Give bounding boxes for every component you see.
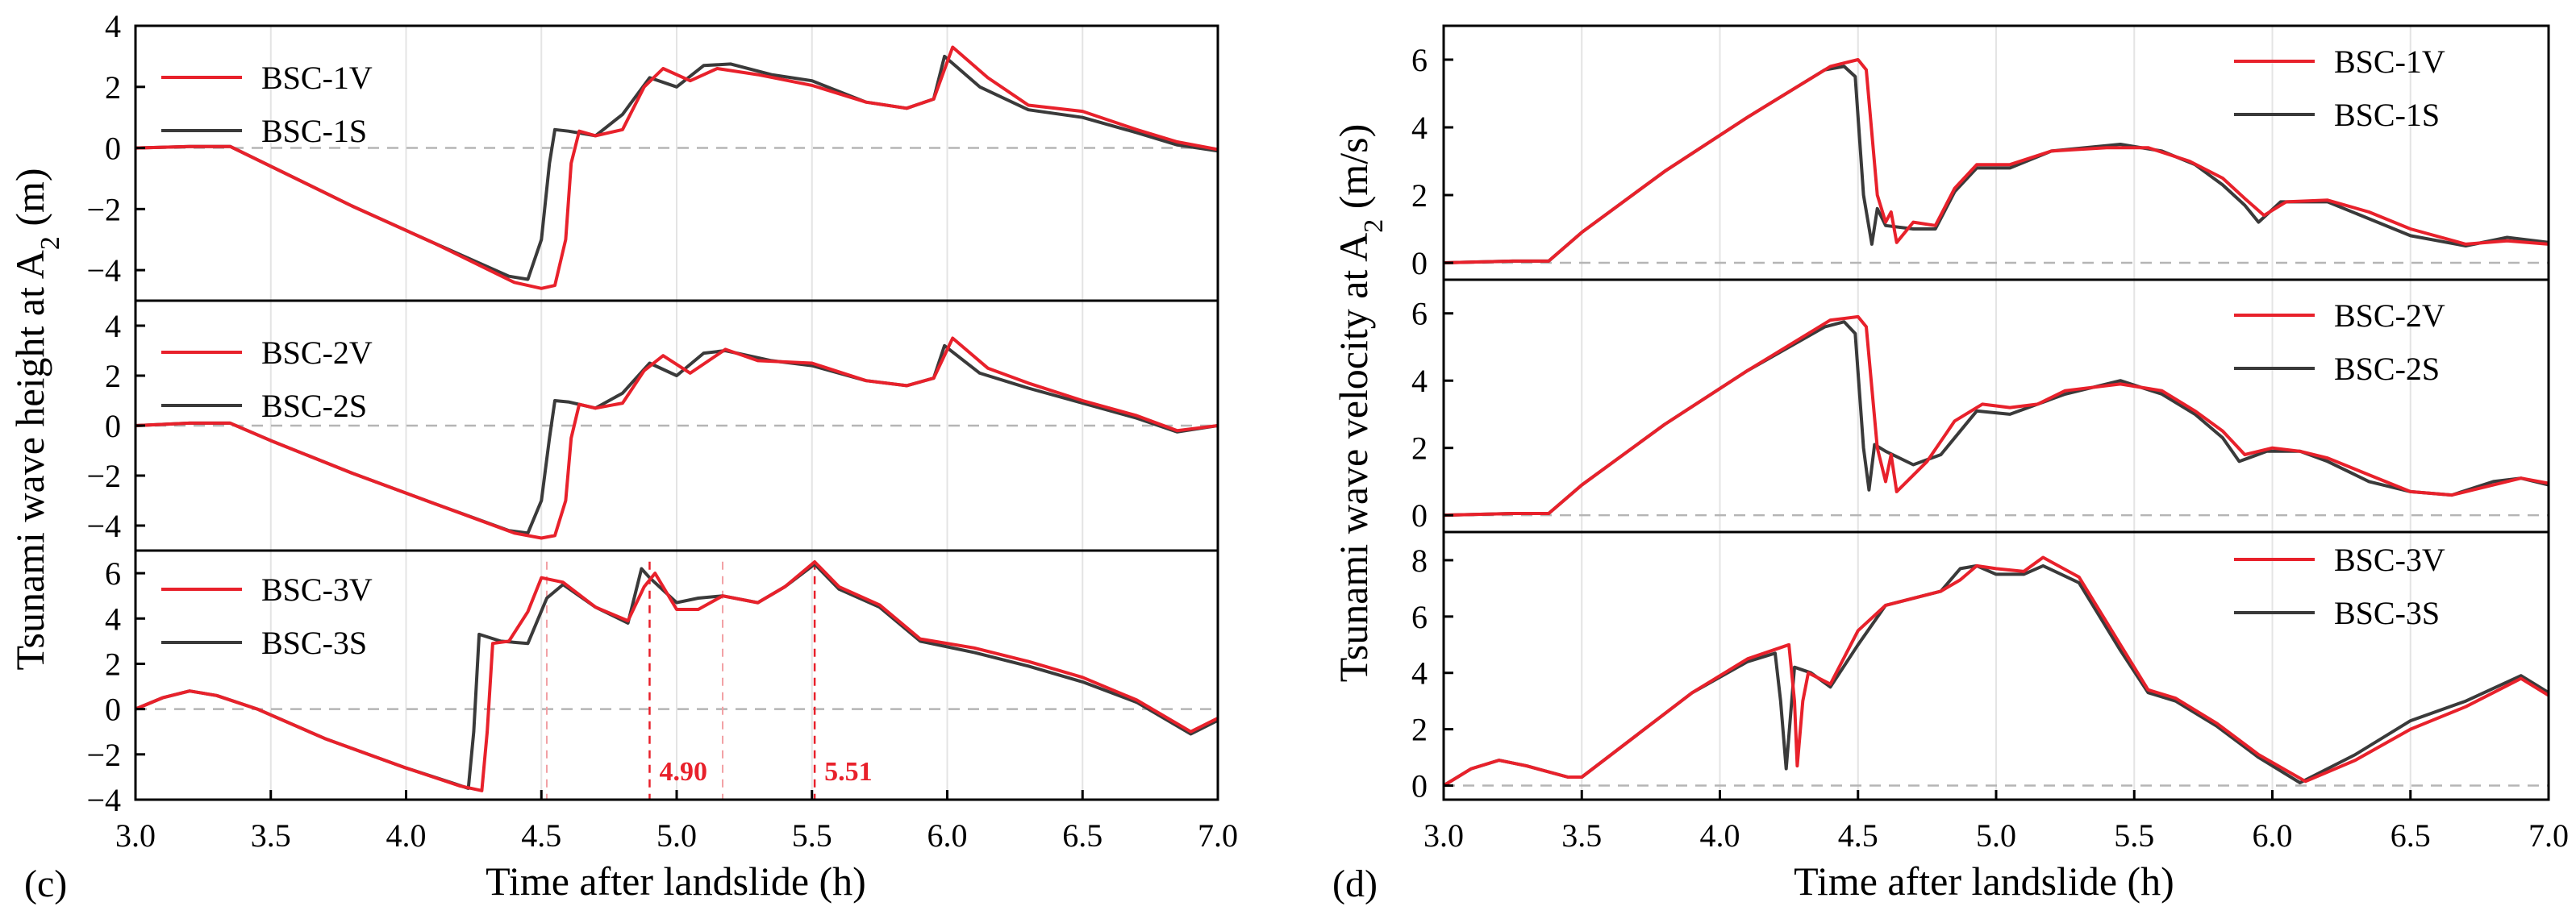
panel-d-xtick-label: 7.0 bbox=[2528, 817, 2569, 854]
panel-d-ylabel-sub: 2 bbox=[1359, 219, 1389, 233]
panel-c-xtick-label: 7.0 bbox=[1198, 817, 1238, 854]
panel-c-ytick-label: −2 bbox=[86, 458, 121, 494]
panel-d: 0 2 4 6 BSC-1V BSC-1S 0 2 4 6 BSC-2V BSC-2S 0 2 4 6 8 BSC… bbox=[1331, 24, 2569, 905]
panel-c-ytick-label: 4 bbox=[105, 8, 121, 44]
panel-d-ytick-label: 4 bbox=[1411, 655, 1428, 692]
panel-d-ytick-label: 2 bbox=[1411, 177, 1428, 214]
panel-d-xtick-label: 5.0 bbox=[1976, 817, 2016, 854]
panel-d-xtick-label: 4.0 bbox=[1700, 817, 1740, 854]
panel-c-xlabel: Time after landslide (h) bbox=[486, 859, 866, 904]
panel-c-legend-label-bsc-3s: BSC-3S bbox=[261, 625, 367, 661]
panel-c-subplot-2: −4 −2 0 2 4 BSC-2V BSC-2S bbox=[86, 299, 1219, 552]
panel-c-label: (c) bbox=[24, 863, 67, 905]
panel-d-ytick-label: 8 bbox=[1411, 543, 1428, 579]
panel-d-legend-label-bsc-3s: BSC-3S bbox=[2334, 595, 2440, 631]
panel-c-legend-label-bsc-2s: BSC-2S bbox=[261, 388, 367, 424]
panel-d-ytick-label: 4 bbox=[1411, 363, 1428, 399]
panel-c-series-bsc-1v bbox=[135, 45, 1218, 290]
panel-d-ytick-label: 0 bbox=[1411, 768, 1428, 805]
panel-c-xtick-label: 6.0 bbox=[927, 817, 968, 854]
panel-d-xtick-label: 6.0 bbox=[2253, 817, 2293, 854]
panel-c-ytick-label: 4 bbox=[105, 308, 121, 344]
panel-c-ylabel-unit: (m) bbox=[7, 168, 52, 236]
panel-c-ylabel-sub: 2 bbox=[35, 236, 65, 250]
panel-c-ylabel-main: Tsunami wave height at A bbox=[7, 250, 52, 670]
panel-d-legend-label-bsc-1v: BSC-1V bbox=[2334, 44, 2445, 80]
panel-c-legend-label-bsc-2v: BSC-2V bbox=[261, 335, 373, 371]
panel-c-marker-label-4: 5.51 bbox=[824, 757, 873, 787]
panel-d-label: (d) bbox=[1332, 863, 1378, 905]
panel-d-ytick-label: 6 bbox=[1411, 42, 1428, 78]
panel-d-subplot-1: 0 2 4 6 BSC-1V BSC-1S bbox=[1411, 24, 2550, 281]
panel-d-subplot-2: 0 2 4 6 BSC-2V BSC-2S bbox=[1411, 278, 2550, 534]
panel-d-subplot-3: 0 2 4 6 8 BSC-3V BSC-3S bbox=[1411, 530, 2550, 805]
panel-c-ytick-label: 4 bbox=[105, 601, 121, 637]
panel-c-series-bsc-3v bbox=[135, 560, 1218, 792]
panel-d-ytick-label: 6 bbox=[1411, 599, 1428, 635]
panel-c-legend-label-bsc-3v: BSC-3V bbox=[261, 572, 373, 608]
panel-d-xtick-label: 3.5 bbox=[1561, 817, 1602, 854]
panel-c-subplot-1: −4 −2 0 2 4 BSC-1V BSC-1S bbox=[86, 8, 1219, 302]
panel-c-xtick-label: 4.0 bbox=[386, 817, 427, 854]
panel-d-legend-label-bsc-2v: BSC-2V bbox=[2334, 297, 2445, 334]
panel-d-ytick-label: 2 bbox=[1411, 712, 1428, 748]
panel-c-xtick-label: 3.5 bbox=[251, 817, 291, 854]
panel-d-ylabel-main: Tsunami wave velocity at A bbox=[1331, 233, 1376, 682]
panel-c-ytick-label: 2 bbox=[105, 69, 121, 106]
panel-d-legend-label-bsc-3v: BSC-3V bbox=[2334, 542, 2445, 578]
panel-c: −4 −2 0 2 4 BSC-1V BSC-1S −4 −2 0 2 4 BSC-2V BSC-2S 4.… bbox=[7, 8, 1238, 905]
panel-d-xtick-label: 5.5 bbox=[2114, 817, 2154, 854]
panel-d-ylabel: Tsunami wave velocity at A2 (m/s) bbox=[1331, 124, 1389, 683]
panel-c-legend-label-bsc-1v: BSC-1V bbox=[261, 60, 373, 96]
panel-d-ytick-label: 2 bbox=[1411, 430, 1428, 467]
panel-d-ytick-label: 0 bbox=[1411, 245, 1428, 281]
panel-d-xtick-label: 3.0 bbox=[1423, 817, 1464, 854]
panel-c-xtick-label: 5.0 bbox=[657, 817, 697, 854]
panel-d-xtick-label: 4.5 bbox=[1838, 817, 1878, 854]
panel-d-ytick-label: 6 bbox=[1411, 296, 1428, 332]
panel-c-ytick-label: −2 bbox=[86, 191, 121, 227]
panel-c-ytick-label: 0 bbox=[105, 408, 121, 444]
panel-d-series-bsc-3v bbox=[1444, 555, 2549, 788]
panel-c-ytick-label: 6 bbox=[105, 555, 121, 592]
panel-c-ytick-label: 2 bbox=[105, 646, 121, 682]
panel-c-legend-label-bsc-1s: BSC-1S bbox=[261, 113, 367, 149]
panel-c-series-bsc-2v bbox=[135, 336, 1218, 540]
panel-c-ytick-label: −2 bbox=[86, 737, 121, 773]
panel-c-ytick-label: 0 bbox=[105, 692, 121, 728]
panel-d-legend-label-bsc-1s: BSC-1S bbox=[2334, 97, 2440, 133]
panel-c-ytick-label: 0 bbox=[105, 131, 121, 167]
panel-d-xtick-label: 6.5 bbox=[2391, 817, 2431, 854]
panel-c-xtick-label: 6.5 bbox=[1062, 817, 1103, 854]
panel-c-ytick-label: −4 bbox=[86, 508, 121, 544]
panel-c-ytick-label: −4 bbox=[86, 782, 121, 818]
panel-d-series-bsc-1v bbox=[1444, 58, 2549, 264]
panel-c-ytick-label: −4 bbox=[86, 252, 121, 289]
panel-c-ylabel: Tsunami wave height at A2 (m) bbox=[7, 168, 65, 670]
panel-c-ytick-label: 2 bbox=[105, 358, 121, 394]
panel-d-ylabel-unit: (m/s) bbox=[1331, 124, 1376, 219]
panel-d-legend-label-bsc-2s: BSC-2S bbox=[2334, 351, 2440, 387]
panel-d-ytick-label: 0 bbox=[1411, 497, 1428, 534]
panel-d-xlabel: Time after landslide (h) bbox=[1794, 859, 2174, 904]
panel-d-series-bsc-2v bbox=[1444, 314, 2549, 518]
panel-c-xtick-label: 5.5 bbox=[792, 817, 832, 854]
panel-c-marker-label-2: 4.90 bbox=[659, 757, 707, 787]
panel-c-xtick-label: 4.5 bbox=[521, 817, 561, 854]
panel-c-subplot-3: 4.90 5.51 −4 −2 0 2 4 6 BSC-3V BSC-3S bbox=[86, 549, 1219, 818]
panel-d-ytick-label: 4 bbox=[1411, 110, 1428, 146]
panel-c-xtick-label: 3.0 bbox=[115, 817, 156, 854]
